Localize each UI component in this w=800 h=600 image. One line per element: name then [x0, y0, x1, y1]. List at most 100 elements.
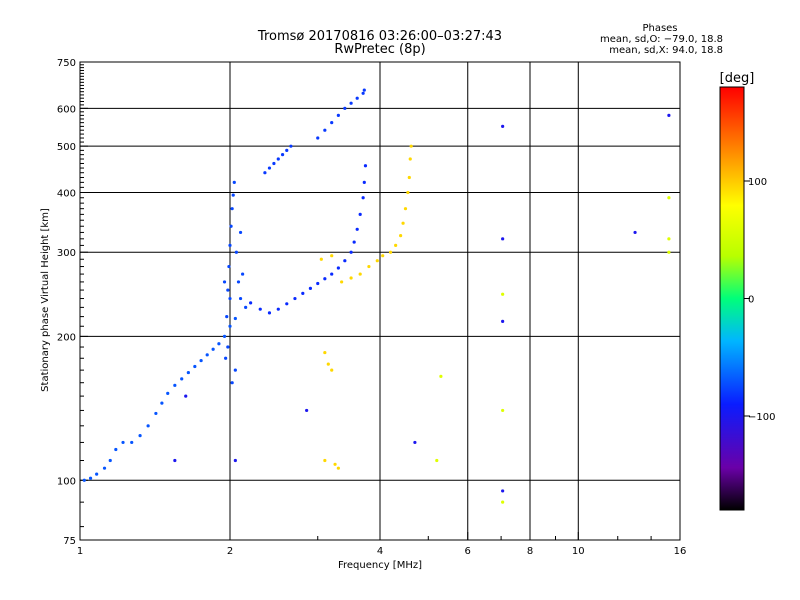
x-tick-label: 8	[527, 546, 533, 557]
data-point	[403, 207, 408, 211]
chart-subtitle: RwPretec (8p)	[334, 42, 425, 57]
data-point	[82, 478, 86, 482]
data-point	[238, 296, 243, 301]
data-point	[293, 296, 297, 301]
data-point	[232, 180, 236, 184]
x-tick-label: 16	[674, 546, 687, 557]
data-point	[233, 368, 237, 372]
data-point	[108, 458, 112, 463]
data-point	[276, 157, 280, 161]
data-point	[95, 472, 99, 476]
data-point	[401, 221, 405, 225]
data-point	[323, 458, 327, 463]
data-point	[323, 277, 327, 281]
data-point	[323, 128, 327, 132]
data-point	[336, 266, 340, 270]
data-point	[199, 358, 203, 363]
data-point	[667, 196, 671, 200]
data-point	[180, 377, 184, 381]
data-point	[121, 440, 125, 445]
data-point	[330, 254, 334, 258]
data-point	[501, 237, 505, 241]
data-point	[193, 364, 197, 369]
data-point	[160, 401, 164, 405]
data-point	[231, 193, 235, 197]
data-point	[308, 286, 313, 291]
data-point	[343, 259, 347, 263]
data-point	[399, 233, 403, 238]
data-point	[439, 374, 443, 378]
data-point	[413, 440, 417, 445]
data-point	[407, 175, 411, 180]
data-point	[355, 227, 359, 231]
data-point	[166, 391, 170, 395]
data-point	[363, 164, 368, 168]
data-point	[173, 458, 177, 463]
data-point	[186, 370, 190, 375]
data-point	[330, 368, 334, 372]
data-point	[138, 434, 142, 438]
colorbar-tick-label: 100	[748, 177, 767, 188]
data-point	[224, 356, 228, 360]
data-point	[228, 296, 232, 301]
data-point	[349, 250, 353, 254]
data-point	[501, 489, 505, 493]
data-point	[225, 315, 229, 319]
data-point	[355, 96, 359, 100]
data-point	[501, 408, 505, 413]
data-point	[361, 91, 365, 95]
data-point	[381, 254, 385, 258]
chart-title: Tromsø 20170816 03:26:00–03:27:43	[257, 29, 502, 44]
data-point	[263, 171, 267, 175]
data-point	[406, 190, 410, 195]
phase-stats-x: mean, sd,X: 94.0, 18.8	[609, 45, 723, 56]
data-point	[285, 302, 289, 306]
data-point	[234, 250, 238, 254]
data-point	[226, 288, 230, 292]
data-point	[362, 180, 366, 184]
data-point	[276, 307, 280, 311]
data-point	[301, 291, 305, 296]
x-tick-label: 6	[465, 546, 471, 557]
data-point	[352, 240, 356, 244]
data-point	[319, 257, 323, 261]
data-point	[205, 353, 209, 357]
data-point	[285, 148, 289, 152]
x-axis-label: Frequency [MHz]	[338, 560, 422, 571]
data-point	[305, 408, 309, 413]
data-point	[217, 342, 221, 346]
data-point	[388, 250, 393, 254]
data-point	[340, 280, 344, 284]
phase-stats-heading: Phases	[642, 23, 677, 34]
data-point	[323, 350, 327, 355]
data-point	[227, 264, 231, 269]
data-point	[146, 424, 150, 428]
colorbar-tick-label: −100	[748, 412, 775, 423]
data-point	[667, 237, 671, 241]
data-point	[501, 319, 505, 323]
y-tick-label: 400	[57, 188, 76, 199]
data-point	[211, 347, 215, 351]
x-tick-label: 1	[77, 546, 83, 557]
data-point	[326, 362, 330, 366]
y-tick-label: 75	[63, 536, 76, 547]
data-point	[233, 458, 237, 463]
data-point	[408, 157, 412, 161]
data-point	[501, 500, 505, 504]
data-point	[229, 224, 233, 228]
data-point	[222, 280, 227, 284]
data-point	[361, 196, 365, 200]
data-point	[249, 301, 253, 305]
phase-stats-o: mean, sd,O: −79.0, 18.8	[600, 34, 723, 45]
colorbar-label: [deg]	[720, 71, 755, 86]
data-point	[394, 243, 398, 248]
data-point	[336, 466, 340, 470]
y-tick-label: 200	[57, 332, 76, 343]
data-point	[375, 259, 379, 263]
data-point	[130, 440, 134, 445]
data-point	[667, 113, 671, 117]
data-point	[267, 166, 272, 170]
y-tick-label: 500	[57, 142, 76, 153]
colorbar-ticks: 100 0 −100	[744, 177, 775, 423]
